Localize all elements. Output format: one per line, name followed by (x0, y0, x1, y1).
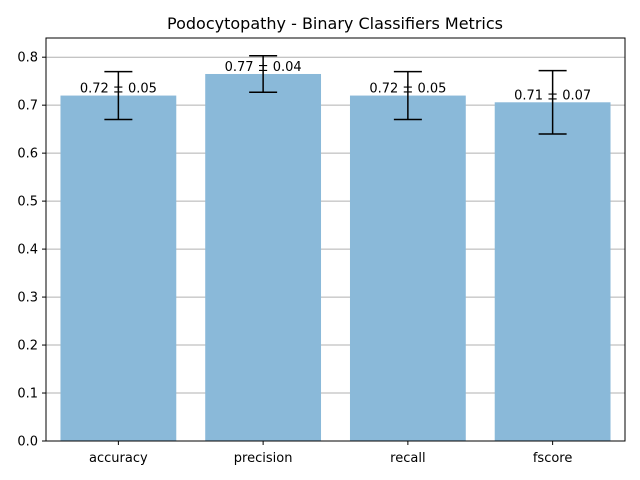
bar-layer (60, 73, 611, 442)
data-label-recall: 0.72 ± 0.05 (369, 82, 446, 97)
data-label-precision: 0.77 ± 0.04 (225, 60, 302, 75)
y-tick-label: 0.8 (17, 51, 38, 66)
y-tick-label: 0.1 (17, 387, 38, 402)
y-tick-label: 0.2 (17, 339, 38, 354)
bar-precision (205, 73, 322, 441)
x-axis: accuracy precision recall fscore (89, 441, 572, 466)
y-axis: 0.0 0.1 0.2 0.3 0.4 0.5 0.6 0.7 0.8 (17, 51, 46, 450)
y-tick-label: 0.6 (17, 147, 38, 162)
error-layer (104, 55, 567, 135)
y-tick-label: 0.5 (17, 195, 38, 210)
x-tick-label-recall: recall (390, 451, 425, 466)
y-tick-label: 0.7 (17, 99, 38, 114)
label-layer: 0.72 ± 0.05 0.77 ± 0.04 0.72 ± 0.05 0.71 ± … (80, 60, 591, 103)
axes-frame (45, 37, 626, 442)
chart-title: Podocytopathy - Binary Classifiers Metri… (167, 14, 503, 33)
x-tick-label-accuracy: accuracy (89, 451, 148, 466)
data-label-accuracy: 0.72 ± 0.05 (80, 82, 157, 97)
bar-accuracy (60, 95, 177, 442)
bar-recall (349, 95, 466, 442)
y-tick-label: 0.4 (17, 243, 38, 258)
data-label-fscore: 0.71 ± 0.07 (514, 88, 591, 103)
bar-fscore (494, 102, 611, 442)
y-tick-label: 0.3 (17, 291, 38, 306)
x-tick-label-fscore: fscore (533, 451, 573, 466)
y-tick-label: 0.0 (17, 435, 38, 450)
x-tick-label-precision: precision (234, 451, 293, 466)
